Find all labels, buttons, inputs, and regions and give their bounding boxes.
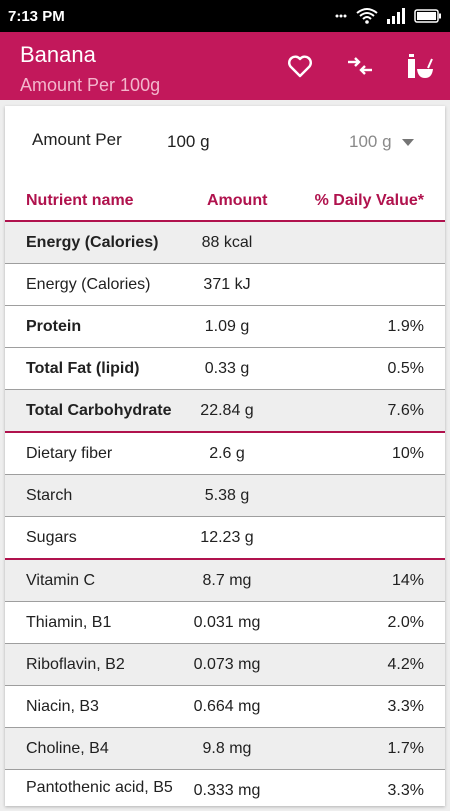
nutrient-name: Thiamin, B1: [26, 614, 112, 631]
nutrient-daily-value: 7.6%: [387, 402, 424, 419]
nutrient-name: Niacin, B3: [26, 698, 99, 715]
nutrient-row[interactable]: Riboflavin, B2 0.073 mg 4.2%: [5, 643, 445, 685]
nutrient-amount: 0.664 mg: [193, 698, 261, 715]
nutrient-amount: 0.333 mg: [193, 782, 261, 799]
nutrient-row[interactable]: Thiamin, B1 0.031 mg 2.0%: [5, 601, 445, 643]
amount-per-label: Amount Per: [32, 130, 122, 149]
nutrient-daily-value: 0.5%: [387, 360, 424, 377]
nutrient-amount: 371 kJ: [203, 276, 251, 293]
nutrient-name: Starch: [26, 487, 73, 504]
food-title: Banana: [20, 42, 96, 67]
nutrient-amount: 5.38 g: [204, 487, 250, 504]
nutrient-amount: 2.6 g: [209, 445, 245, 462]
battery-icon: [414, 9, 441, 23]
nutrient-name: Total Carbohydrate: [26, 402, 172, 419]
compare-icon: [348, 57, 372, 75]
food-subtitle: Amount Per 100g: [20, 75, 161, 95]
nutrition-card: Amount Per 100 g 100 g Nutrient name Amo…: [5, 106, 445, 806]
nutrient-name: Vitamin C: [26, 572, 96, 589]
nutrient-row[interactable]: Energy (Calories) 88 kcal: [5, 220, 445, 263]
nutrient-row[interactable]: Pantothenic acid, B5 0.333 mg 3.3%: [5, 769, 445, 811]
nutrient-amount: 12.23 g: [200, 529, 254, 546]
nutrient-name: Riboflavin, B2: [26, 656, 125, 673]
nutrient-amount: 88 kcal: [201, 234, 253, 251]
nutrient-daily-value: 1.9%: [387, 318, 424, 335]
status-time: 7:13 PM: [8, 8, 65, 25]
favorite-button[interactable]: [284, 50, 316, 82]
nutrient-name: Sugars: [26, 529, 77, 546]
nutrient-row[interactable]: Energy (Calories) 371 kJ: [5, 263, 445, 305]
status-bar: 7:13 PM: [0, 0, 450, 32]
nutrient-amount: 0.33 g: [204, 360, 250, 377]
amount-per-value: 100 g: [167, 132, 210, 151]
nutrient-name: Pantothenic acid, B5: [26, 779, 173, 796]
status-icons: [334, 6, 442, 26]
nutrient-row[interactable]: Choline, B4 9.8 mg 1.7%: [5, 727, 445, 769]
nutrient-amount: 8.7 mg: [202, 572, 252, 589]
nutrient-amount: 22.84 g: [200, 402, 254, 419]
nutrient-row[interactable]: Dietary fiber 2.6 g 10%: [5, 431, 445, 474]
nutrient-row[interactable]: Total Carbohydrate 22.84 g 7.6%: [5, 389, 445, 431]
nutrient-row[interactable]: Vitamin C 8.7 mg 14%: [5, 558, 445, 601]
nutrient-name: Choline, B4: [26, 740, 109, 757]
app-bar: Banana Amount Per 100g: [0, 32, 450, 100]
header-nutrient-name: Nutrient name: [26, 192, 134, 209]
nutrient-row[interactable]: Total Fat (lipid) 0.33 g 0.5%: [5, 347, 445, 389]
food-category-button[interactable]: [403, 50, 435, 82]
signal-icon: [387, 8, 405, 24]
wifi-icon: [356, 8, 378, 24]
nutrient-row[interactable]: Sugars 12.23 g: [5, 516, 445, 558]
nutrient-amount: 0.031 mg: [193, 614, 261, 631]
compare-button[interactable]: [344, 50, 376, 82]
bottle-bowl-icon: [408, 54, 433, 78]
nutrient-amount: 1.09 g: [204, 318, 250, 335]
nutrient-name: Dietary fiber: [26, 445, 113, 462]
nutrient-amount: 9.8 mg: [202, 740, 252, 757]
serving-size-selected: 100 g: [349, 132, 392, 151]
nutrient-daily-value: 3.3%: [387, 698, 424, 715]
nutrient-name: Energy (Calories): [26, 234, 159, 251]
nutrient-daily-value: 10%: [391, 445, 424, 462]
amount-per-row: Amount Per 100 g 100 g: [5, 106, 445, 172]
heart-icon: [288, 55, 312, 78]
nutrient-table: Energy (Calories) 88 kcal Energy (Calories…: [5, 220, 445, 811]
nutrient-row[interactable]: Starch 5.38 g: [5, 474, 445, 516]
nutrient-daily-value: 1.7%: [387, 740, 424, 757]
dropdown-arrow-icon: [401, 138, 414, 146]
more-icon: [335, 14, 347, 18]
nutrient-amount: 0.073 mg: [193, 656, 261, 673]
serving-size-dropdown[interactable]: 100 g: [349, 132, 414, 152]
header-daily-value: % Daily Value*: [314, 192, 424, 209]
nutrient-name: Energy (Calories): [26, 276, 151, 293]
nutrient-daily-value: 2.0%: [387, 614, 424, 631]
nutrient-daily-value: 3.3%: [387, 782, 424, 799]
header-amount: Amount: [207, 192, 268, 209]
nutrient-name: Protein: [26, 318, 82, 335]
nutrient-daily-value: 4.2%: [387, 656, 424, 673]
nutrient-name: Total Fat (lipid): [26, 360, 140, 377]
nutrient-row[interactable]: Protein 1.09 g 1.9%: [5, 305, 445, 347]
nutrient-daily-value: 14%: [391, 572, 424, 589]
nutrient-row[interactable]: Niacin, B3 0.664 mg 3.3%: [5, 685, 445, 727]
